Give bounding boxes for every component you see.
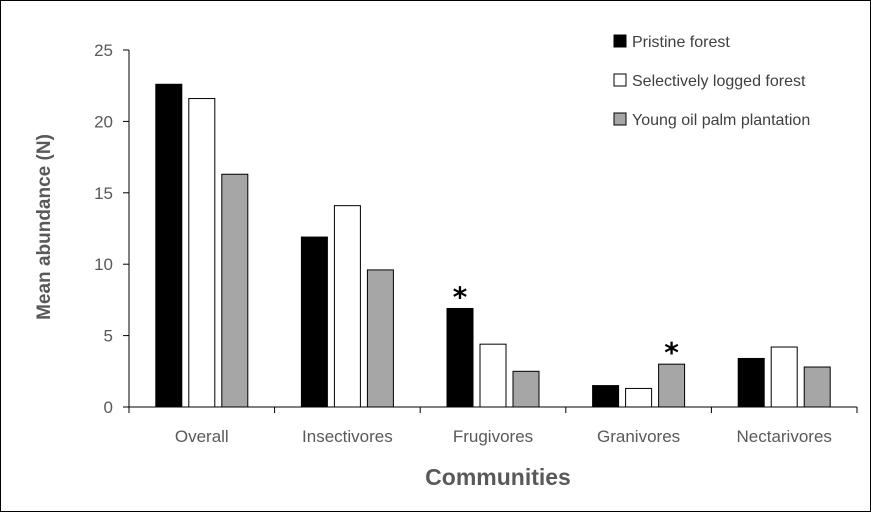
bar-nectarivores-pristine-forest [737, 357, 765, 408]
legend-swatch [613, 73, 627, 87]
x-tick-label: Granivores [597, 427, 680, 446]
bar-insectivores-pristine-forest [300, 236, 328, 408]
significance-asterisk: * [453, 280, 468, 313]
y-axis-title: Mean abundance (N) [34, 134, 55, 320]
legend-label: Selectively logged forest [632, 73, 806, 90]
significance-asterisk: * [664, 336, 679, 369]
x-tick-label: Frugivores [453, 427, 533, 446]
legend-swatch [613, 34, 627, 48]
y-tick-label: 20 [94, 112, 113, 131]
bars-layer [155, 83, 831, 408]
bar-nectarivores-young-oil-palm-plantation [803, 366, 831, 408]
legend-label: Pristine forest [632, 34, 730, 51]
legend-swatch [613, 112, 627, 126]
x-tick-label: Insectivores [302, 427, 393, 446]
x-tick-label: Nectarivores [736, 427, 831, 446]
x-tick-label: Overall [175, 427, 229, 446]
bar-granivores-young-oil-palm-plantation [658, 363, 686, 408]
bar-overall-young-oil-palm-plantation [221, 173, 249, 408]
labels-layer: 0 5 10 15 20 25 Overall Insectivores Frugivores G… [94, 41, 832, 446]
bar-nectarivores-selectively-logged-forest [770, 346, 798, 408]
bar-insectivores-young-oil-palm-plantation [366, 269, 394, 408]
bar-overall-pristine-forest [155, 83, 183, 408]
bar-granivores-pristine-forest [592, 385, 620, 408]
x-axis-title: Communities [425, 464, 571, 490]
y-tick-label: 5 [104, 327, 113, 346]
bar-frugivores-selectively-logged-forest [479, 343, 507, 408]
bar-frugivores-pristine-forest [446, 307, 474, 408]
bar-insectivores-selectively-logged-forest [333, 205, 361, 408]
bar-granivores-selectively-logged-forest [625, 387, 653, 408]
y-tick-label: 0 [104, 398, 113, 417]
y-tick-label: 10 [94, 255, 113, 274]
y-tick-label: 15 [94, 184, 113, 203]
legend: Pristine forest Selectively logged forest… [613, 34, 810, 129]
y-tick-label: 25 [94, 41, 113, 60]
legend-label: Young oil palm plantation [632, 112, 810, 129]
bar-frugivores-young-oil-palm-plantation [512, 370, 540, 408]
axes-layer [123, 49, 858, 413]
bar-overall-selectively-logged-forest [188, 98, 216, 408]
